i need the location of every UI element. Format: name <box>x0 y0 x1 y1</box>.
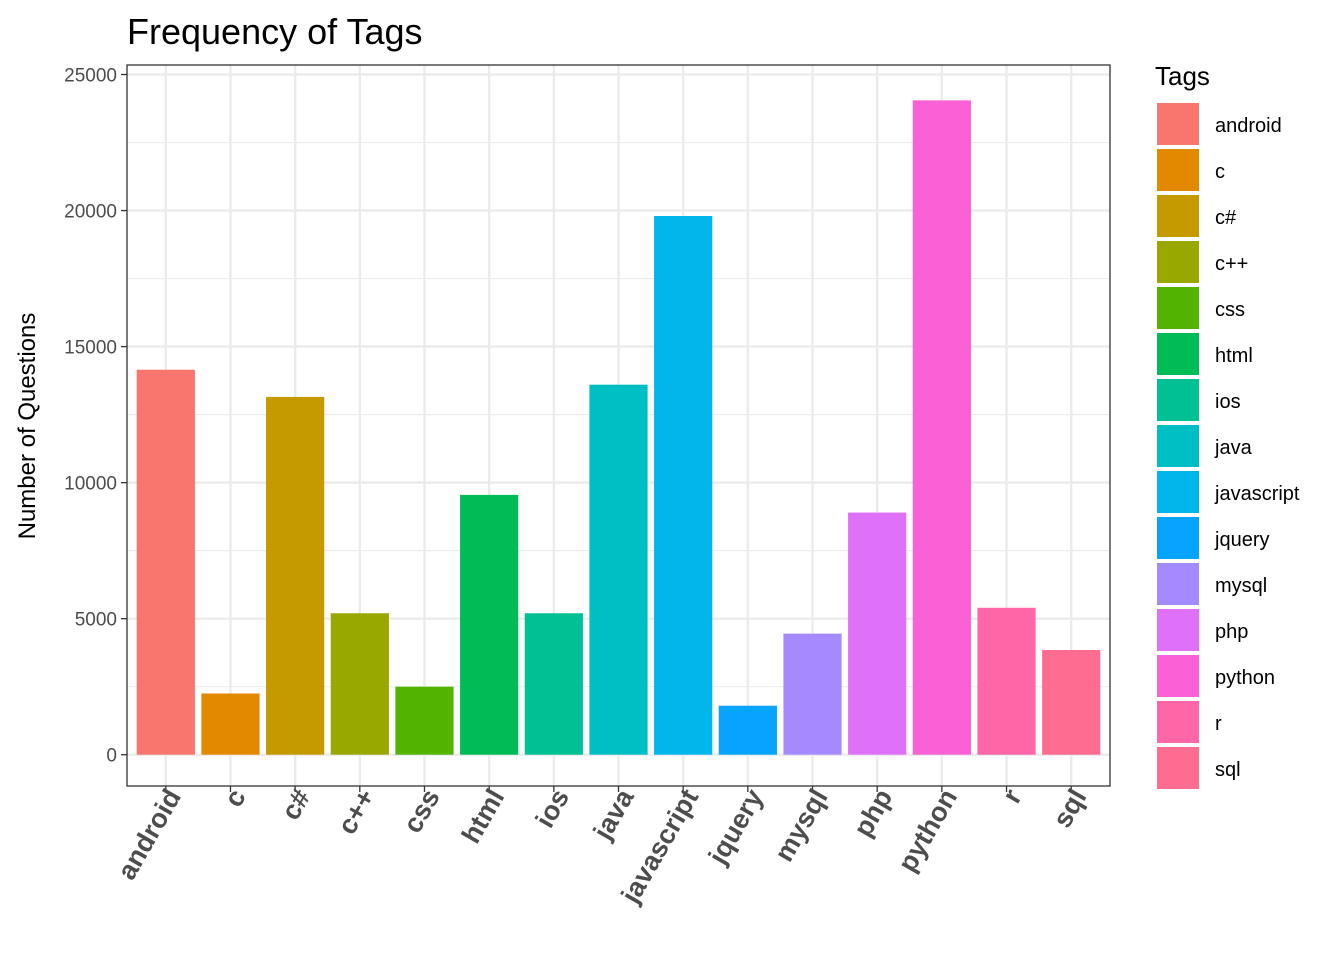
bar-python <box>912 100 971 755</box>
x-tick-label-c++: c++ <box>332 784 381 839</box>
legend: Tags android c c# c++ css html ios java javascri… <box>1155 61 1300 789</box>
x-tick-label-sql: sql <box>1047 784 1092 833</box>
bar-ios <box>524 613 583 755</box>
bars <box>136 100 1101 755</box>
legend-label-python: python <box>1215 667 1275 689</box>
legend-key-c# <box>1157 195 1199 237</box>
x-tick-label-html: html <box>456 784 510 848</box>
legend-label-c++: c++ <box>1215 253 1248 275</box>
x-tick-label-python: python <box>892 784 963 877</box>
legend-key-python <box>1157 655 1199 697</box>
bar-c# <box>266 396 325 755</box>
x-tick-label-php: php <box>848 784 899 842</box>
legend-key-html <box>1157 333 1199 375</box>
bar-sql <box>1042 649 1101 755</box>
y-tick-label: 15000 <box>64 338 117 359</box>
bar-android <box>136 369 195 755</box>
y-tick-label: 20000 <box>64 202 117 223</box>
y-tick-label: 10000 <box>64 474 117 495</box>
x-tick-label-c#: c# <box>275 784 316 825</box>
x-tick-label-css: css <box>397 784 446 838</box>
legend-key-javascript <box>1157 471 1199 513</box>
legend-key-c <box>1157 149 1199 191</box>
legend-label-c: c <box>1215 161 1225 183</box>
legend-label-mysql: mysql <box>1215 575 1267 597</box>
bar-html <box>460 494 519 755</box>
legend-label-css: css <box>1215 299 1245 321</box>
x-tick-label-mysql: mysql <box>769 784 834 867</box>
legend-key-r <box>1157 701 1199 743</box>
bar-javascript <box>654 216 713 755</box>
legend-key-mysql <box>1157 563 1199 605</box>
bar-c++ <box>330 613 389 755</box>
legend-label-ios: ios <box>1215 391 1241 413</box>
legend-label-r: r <box>1215 713 1222 735</box>
legend-key-android <box>1157 103 1199 145</box>
legend-key-c++ <box>1157 241 1199 283</box>
legend-key-jquery <box>1157 517 1199 559</box>
legend-key-css <box>1157 287 1199 329</box>
legend-label-c#: c# <box>1215 207 1237 229</box>
legend-label-jquery: jquery <box>1214 529 1269 551</box>
legend-key-java <box>1157 425 1199 467</box>
legend-label-javascript: javascript <box>1214 483 1300 505</box>
legend-key-ios <box>1157 379 1199 421</box>
x-axis: android c c# c++ css html ios javajavascriptjqu… <box>112 783 1093 909</box>
y-tick-label: 25000 <box>64 66 117 87</box>
bar-c <box>201 693 260 755</box>
bar-mysql <box>783 633 842 755</box>
bar-java <box>589 384 648 755</box>
y-tick-label: 5000 <box>75 610 117 631</box>
legend-label-android: android <box>1215 115 1282 137</box>
y-axis: 0 5000 10000 15000 20000 25000 <box>64 66 127 767</box>
bar-css <box>395 686 454 755</box>
legend-title: Tags <box>1155 61 1210 91</box>
legend-label-sql: sql <box>1215 759 1241 781</box>
x-tick-label-r: r <box>996 784 1027 809</box>
legend-label-java: java <box>1214 437 1253 459</box>
legend-label-html: html <box>1215 345 1253 367</box>
bar-php <box>848 512 907 755</box>
x-tick-label-c: c <box>218 784 251 812</box>
y-tick-label: 0 <box>106 746 117 767</box>
bar-r <box>977 607 1036 755</box>
chart-title: Frequency of Tags <box>127 11 423 52</box>
x-tick-label-android: android <box>112 784 187 885</box>
x-tick-label-ios: ios <box>530 784 575 833</box>
x-tick-label-java: java <box>587 783 640 845</box>
x-tick-label-jquery: jquery <box>702 784 769 870</box>
y-axis-label: Number of Questions <box>14 313 41 540</box>
bar-jquery <box>718 705 777 755</box>
legend-label-php: php <box>1215 621 1248 643</box>
legend-key-sql <box>1157 747 1199 789</box>
legend-key-php <box>1157 609 1199 651</box>
